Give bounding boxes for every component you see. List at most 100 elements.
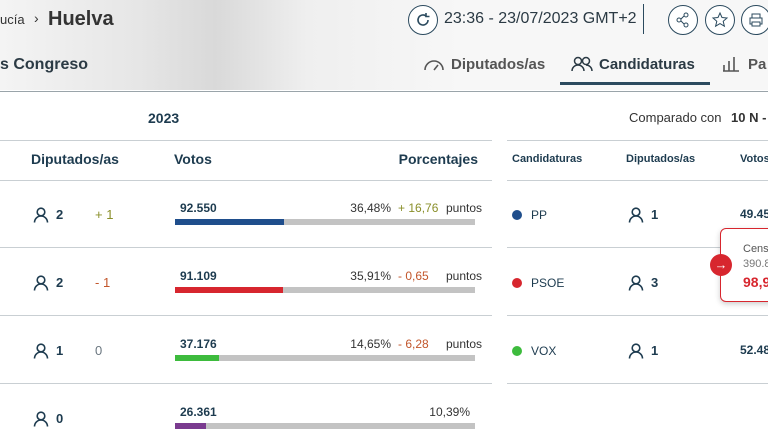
star-icon — [711, 11, 729, 28]
column-header: Votos — [174, 151, 212, 167]
person-icon — [628, 343, 644, 359]
timestamp: 23:36 - 23/07/2023 GMT+2 — [444, 10, 637, 27]
divider — [507, 140, 768, 141]
person-icon — [628, 275, 644, 291]
column-header: Candidaturas — [512, 153, 583, 165]
party-dot — [512, 346, 522, 356]
votes: 52.48 — [740, 343, 768, 357]
tooltip-value: 390.8 — [743, 258, 768, 270]
percent: 35,91% — [350, 269, 391, 283]
person-glyph — [33, 275, 49, 291]
person-glyph — [628, 275, 644, 291]
tab[interactable]: Pa — [748, 56, 767, 73]
seats: 2 — [56, 275, 64, 290]
seats: 1 — [56, 343, 64, 358]
tab-active[interactable]: Candidaturas — [599, 56, 695, 73]
divider — [0, 140, 492, 141]
refresh-icon — [417, 13, 430, 26]
person-icon — [33, 275, 49, 291]
header-background — [0, 0, 768, 90]
party-name: PP — [531, 208, 548, 222]
votes: 91.109 — [180, 269, 217, 283]
print-button[interactable] — [741, 5, 768, 35]
unit: puntos — [446, 201, 483, 215]
person-glyph — [33, 411, 49, 427]
person-glyph — [628, 207, 644, 223]
divider — [0, 247, 492, 248]
column-header: Diputados/as — [626, 153, 696, 165]
refresh-button[interactable] — [408, 5, 438, 35]
percent: 14,65% — [350, 337, 391, 351]
compared-value[interactable]: 10 N - — [731, 110, 767, 125]
percent-diff: - 6,28 — [398, 337, 429, 351]
share-button[interactable] — [668, 5, 698, 35]
person-icon — [33, 411, 49, 427]
year: 2023 — [148, 110, 180, 126]
print-icon — [749, 13, 763, 27]
person-glyph — [33, 207, 49, 223]
column-header: Diputados/as — [31, 151, 119, 167]
section-title: s Congreso — [0, 56, 89, 73]
bar-track — [175, 287, 475, 293]
tooltip-arrow[interactable]: → — [710, 254, 732, 276]
unit: puntos — [446, 269, 483, 283]
divider — [507, 315, 768, 316]
column-header: Votos — [740, 153, 768, 165]
seats: 1 — [651, 207, 659, 222]
votes: 49.45 — [740, 207, 768, 221]
favorite-button[interactable] — [705, 5, 735, 35]
person-icon — [33, 207, 49, 223]
party-dot — [512, 210, 522, 220]
bar-track — [175, 355, 475, 361]
party-dot — [512, 278, 522, 288]
seats: 0 — [56, 411, 64, 426]
bar — [175, 355, 219, 361]
unit: puntos — [446, 337, 483, 351]
share-icon — [676, 12, 689, 28]
votes: 92.550 — [180, 201, 217, 215]
tab[interactable]: Diputados/as — [451, 56, 546, 73]
divider — [0, 91, 768, 92]
bar — [175, 287, 283, 293]
votes: 26.361 — [180, 405, 217, 419]
divider — [643, 4, 644, 34]
divider — [507, 180, 768, 181]
seat-change: + 1 — [95, 207, 114, 222]
seats: 1 — [651, 343, 659, 358]
breadcrumb-region[interactable]: ucía — [0, 12, 25, 27]
divider — [507, 247, 768, 248]
divider — [507, 383, 768, 384]
divider — [0, 383, 492, 384]
seats: 3 — [651, 275, 659, 290]
party-name: VOX — [531, 344, 557, 358]
tab-icon — [571, 56, 593, 72]
column-header: Porcentajes — [398, 151, 478, 167]
percent: 36,48% — [350, 201, 391, 215]
breadcrumb-separator: › — [34, 10, 39, 26]
percent: 10,39% — [429, 405, 470, 419]
divider — [0, 315, 492, 316]
party-name: PSOE — [531, 276, 565, 290]
breadcrumb-province: Huelva — [48, 8, 114, 30]
person-icon — [33, 343, 49, 359]
percent-diff: + 16,76 — [398, 201, 439, 215]
person-glyph — [628, 343, 644, 359]
tooltip-percent: 98,9 — [743, 274, 768, 290]
tab-underline — [560, 82, 710, 85]
seat-change: - 1 — [95, 275, 111, 290]
tab-icon — [723, 57, 739, 72]
bar — [175, 423, 207, 429]
tab-icon — [424, 60, 444, 71]
seats: 2 — [56, 207, 64, 222]
person-glyph — [33, 343, 49, 359]
person-icon — [628, 207, 644, 223]
votes: 37.176 — [180, 337, 217, 351]
divider — [0, 180, 492, 181]
seat-change: 0 — [95, 343, 103, 358]
bar-track — [175, 219, 475, 225]
bar-track — [175, 423, 475, 429]
compared-label: Comparado con — [629, 110, 722, 125]
percent-diff: - 0,65 — [398, 269, 429, 283]
bar — [175, 219, 285, 225]
